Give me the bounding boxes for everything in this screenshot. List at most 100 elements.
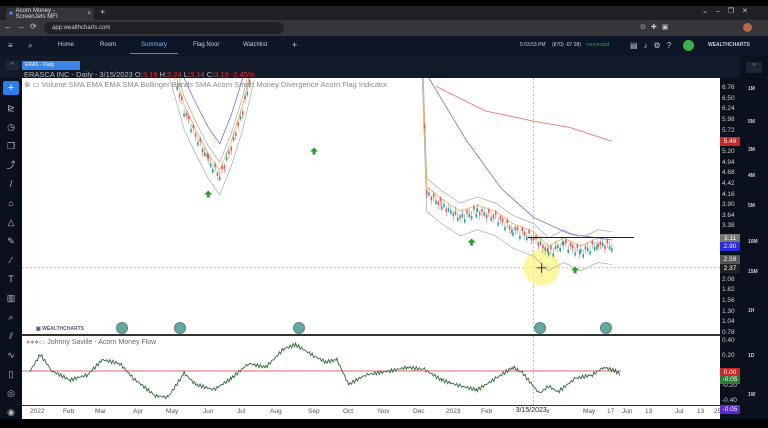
timeframe-button[interactable]: 5M — [748, 119, 755, 125]
candle — [569, 242, 572, 247]
price-axis[interactable]: 6.76 6.50 6.24 5.98 5.72 5.20 4.94 4.68 4.42 4.16… — [720, 78, 740, 419]
candle — [187, 115, 190, 120]
line-tool-icon[interactable]: / — [9, 179, 13, 189]
tag-icon[interactable]: ⌂ — [8, 198, 14, 208]
candle — [437, 201, 440, 206]
candle — [194, 133, 197, 137]
candle — [490, 217, 492, 221]
flag-signal-icon[interactable] — [534, 322, 546, 334]
candle — [501, 218, 504, 222]
search-icon[interactable]: ⌕ — [28, 41, 33, 50]
candle — [225, 156, 228, 161]
pane-divider[interactable] — [22, 334, 720, 336]
candle — [470, 215, 473, 220]
price-chart[interactable] — [22, 78, 720, 335]
candle — [204, 152, 206, 156]
ema-line — [422, 78, 612, 247]
expand-icon[interactable]: » — [746, 62, 762, 73]
profile-avatar[interactable] — [743, 23, 752, 32]
add-button[interactable]: + — [3, 81, 19, 95]
chart-type-icon[interactable]: ⊵ — [7, 103, 15, 113]
indicator-tick-label: 0.20 — [722, 352, 735, 359]
browser-tab[interactable]: ■ Acorn Money - ScreenJets MFI × — [6, 8, 94, 20]
new-tab-button[interactable]: + — [100, 7, 106, 17]
nav-watchlist[interactable]: Watchlist — [243, 42, 268, 48]
ruler-icon[interactable]: ∕ — [10, 255, 12, 265]
favicon-icon: ■ — [9, 11, 13, 17]
legend-item[interactable]: Acorn Flag Indicator — [320, 80, 388, 89]
nav-room[interactable]: Room — [100, 42, 117, 48]
close-tab-icon[interactable]: × — [87, 11, 91, 17]
brand-logo: WEALTHCHARTS — [708, 42, 750, 48]
candle — [544, 247, 546, 251]
candle — [452, 212, 454, 217]
candle — [428, 192, 430, 196]
legend-item[interactable]: Acorn Smart Money Divergence — [212, 80, 321, 89]
legend-item[interactable]: EMA — [104, 80, 123, 89]
zoom-icon[interactable]: ⌕ — [8, 312, 14, 322]
copy-icon[interactable]: ▯ — [8, 369, 14, 379]
notification-icon[interactable] — [683, 40, 694, 51]
timeframe-button[interactable]: 1W — [748, 392, 756, 398]
timeframe-button[interactable]: 10M — [748, 239, 758, 245]
delete-icon[interactable]: ▥ — [6, 293, 16, 303]
text-icon[interactable]: T — [8, 274, 14, 284]
flag-signal-icon[interactable] — [174, 322, 186, 334]
window-controls[interactable]: ⌄–❐✕ — [702, 8, 756, 15]
settings-icon[interactable]: ⊗ ▭ — [24, 80, 40, 89]
shape-icon[interactable]: △ — [7, 217, 15, 227]
indicator-icon[interactable]: ⫽ — [8, 331, 13, 341]
legend-item[interactable]: EMA — [86, 80, 105, 89]
legend-item[interactable]: Bollinger Bands — [140, 80, 196, 89]
nav-arrows-icon[interactable]: ←→⟳ — [4, 22, 42, 31]
menu-icon[interactable]: ≡ — [8, 41, 13, 50]
date-axis[interactable]: 2022 Feb Mar Apr May Jun Jul Aug Sep Oct Nov Dec 202… — [22, 405, 721, 419]
connection-status: connected — [586, 42, 610, 48]
nav-home[interactable]: Home — [58, 42, 75, 48]
indicator-badge: -0.05 — [720, 375, 740, 384]
timeframe-button[interactable]: 4M — [748, 173, 755, 179]
timeframe-button[interactable]: 5M — [748, 203, 755, 209]
add-tab-button[interactable]: + — [292, 40, 298, 50]
browser-tab-bar: ■ Acorn Money - ScreenJets MFI × + ⌄–❐✕ — [0, 6, 768, 20]
legend-item[interactable]: Volume — [41, 80, 69, 89]
money-flow-pane[interactable] — [22, 336, 720, 405]
flag-signal-icon[interactable] — [293, 322, 305, 334]
trend-icon[interactable]: ⤴ — [6, 160, 16, 170]
brush-icon[interactable]: ✎ — [7, 236, 15, 246]
target-icon[interactable]: ◎ — [7, 388, 15, 398]
timeframe-button[interactable]: 15M — [748, 269, 758, 275]
timeframe-button[interactable]: 1D — [748, 353, 755, 359]
legend-item[interactable]: SMA — [122, 80, 141, 89]
eye-icon[interactable]: ◉ — [7, 407, 15, 417]
timeframe-button[interactable]: 1M — [748, 86, 755, 92]
candle — [432, 193, 435, 197]
indicator-tick-label: -0.40 — [722, 397, 737, 404]
nav-flag-noor[interactable]: Flag Noor — [193, 42, 220, 48]
timeframe-button[interactable]: 3M — [748, 147, 755, 153]
legend-item[interactable]: SMA — [68, 80, 87, 89]
flag-signal-icon[interactable] — [600, 322, 612, 334]
price-badge: 5.46 — [720, 137, 740, 147]
toolbar-icons[interactable]: ▤♪⚙? — [630, 41, 678, 50]
ticker-tag[interactable]: ERAS - Daily — [22, 61, 80, 70]
candle — [528, 230, 530, 234]
browser-extension-icons[interactable]: ⊙✚▣ — [640, 24, 674, 31]
nav-summary[interactable]: Summary — [130, 42, 178, 54]
layers-icon[interactable]: ❐ — [6, 141, 16, 151]
candle — [190, 128, 192, 133]
candle — [516, 226, 519, 231]
candle — [514, 227, 517, 231]
candle — [481, 208, 483, 213]
url-input[interactable]: app.wealthcharts.com — [44, 22, 284, 34]
clock-icon[interactable]: ◷ — [7, 122, 15, 132]
draw-icon[interactable]: ∿ — [7, 350, 15, 360]
candle — [485, 214, 488, 218]
chart-header: « ERAS - Daily ERASCA INC - Daily - 3/15… — [0, 56, 768, 79]
candle — [521, 227, 523, 232]
timeframe-button[interactable]: 1H — [748, 308, 755, 314]
flag-signal-icon[interactable] — [116, 322, 128, 334]
collapse-icon[interactable]: « — [6, 61, 19, 70]
candle — [178, 93, 181, 98]
legend-item[interactable]: SMA — [195, 80, 213, 89]
